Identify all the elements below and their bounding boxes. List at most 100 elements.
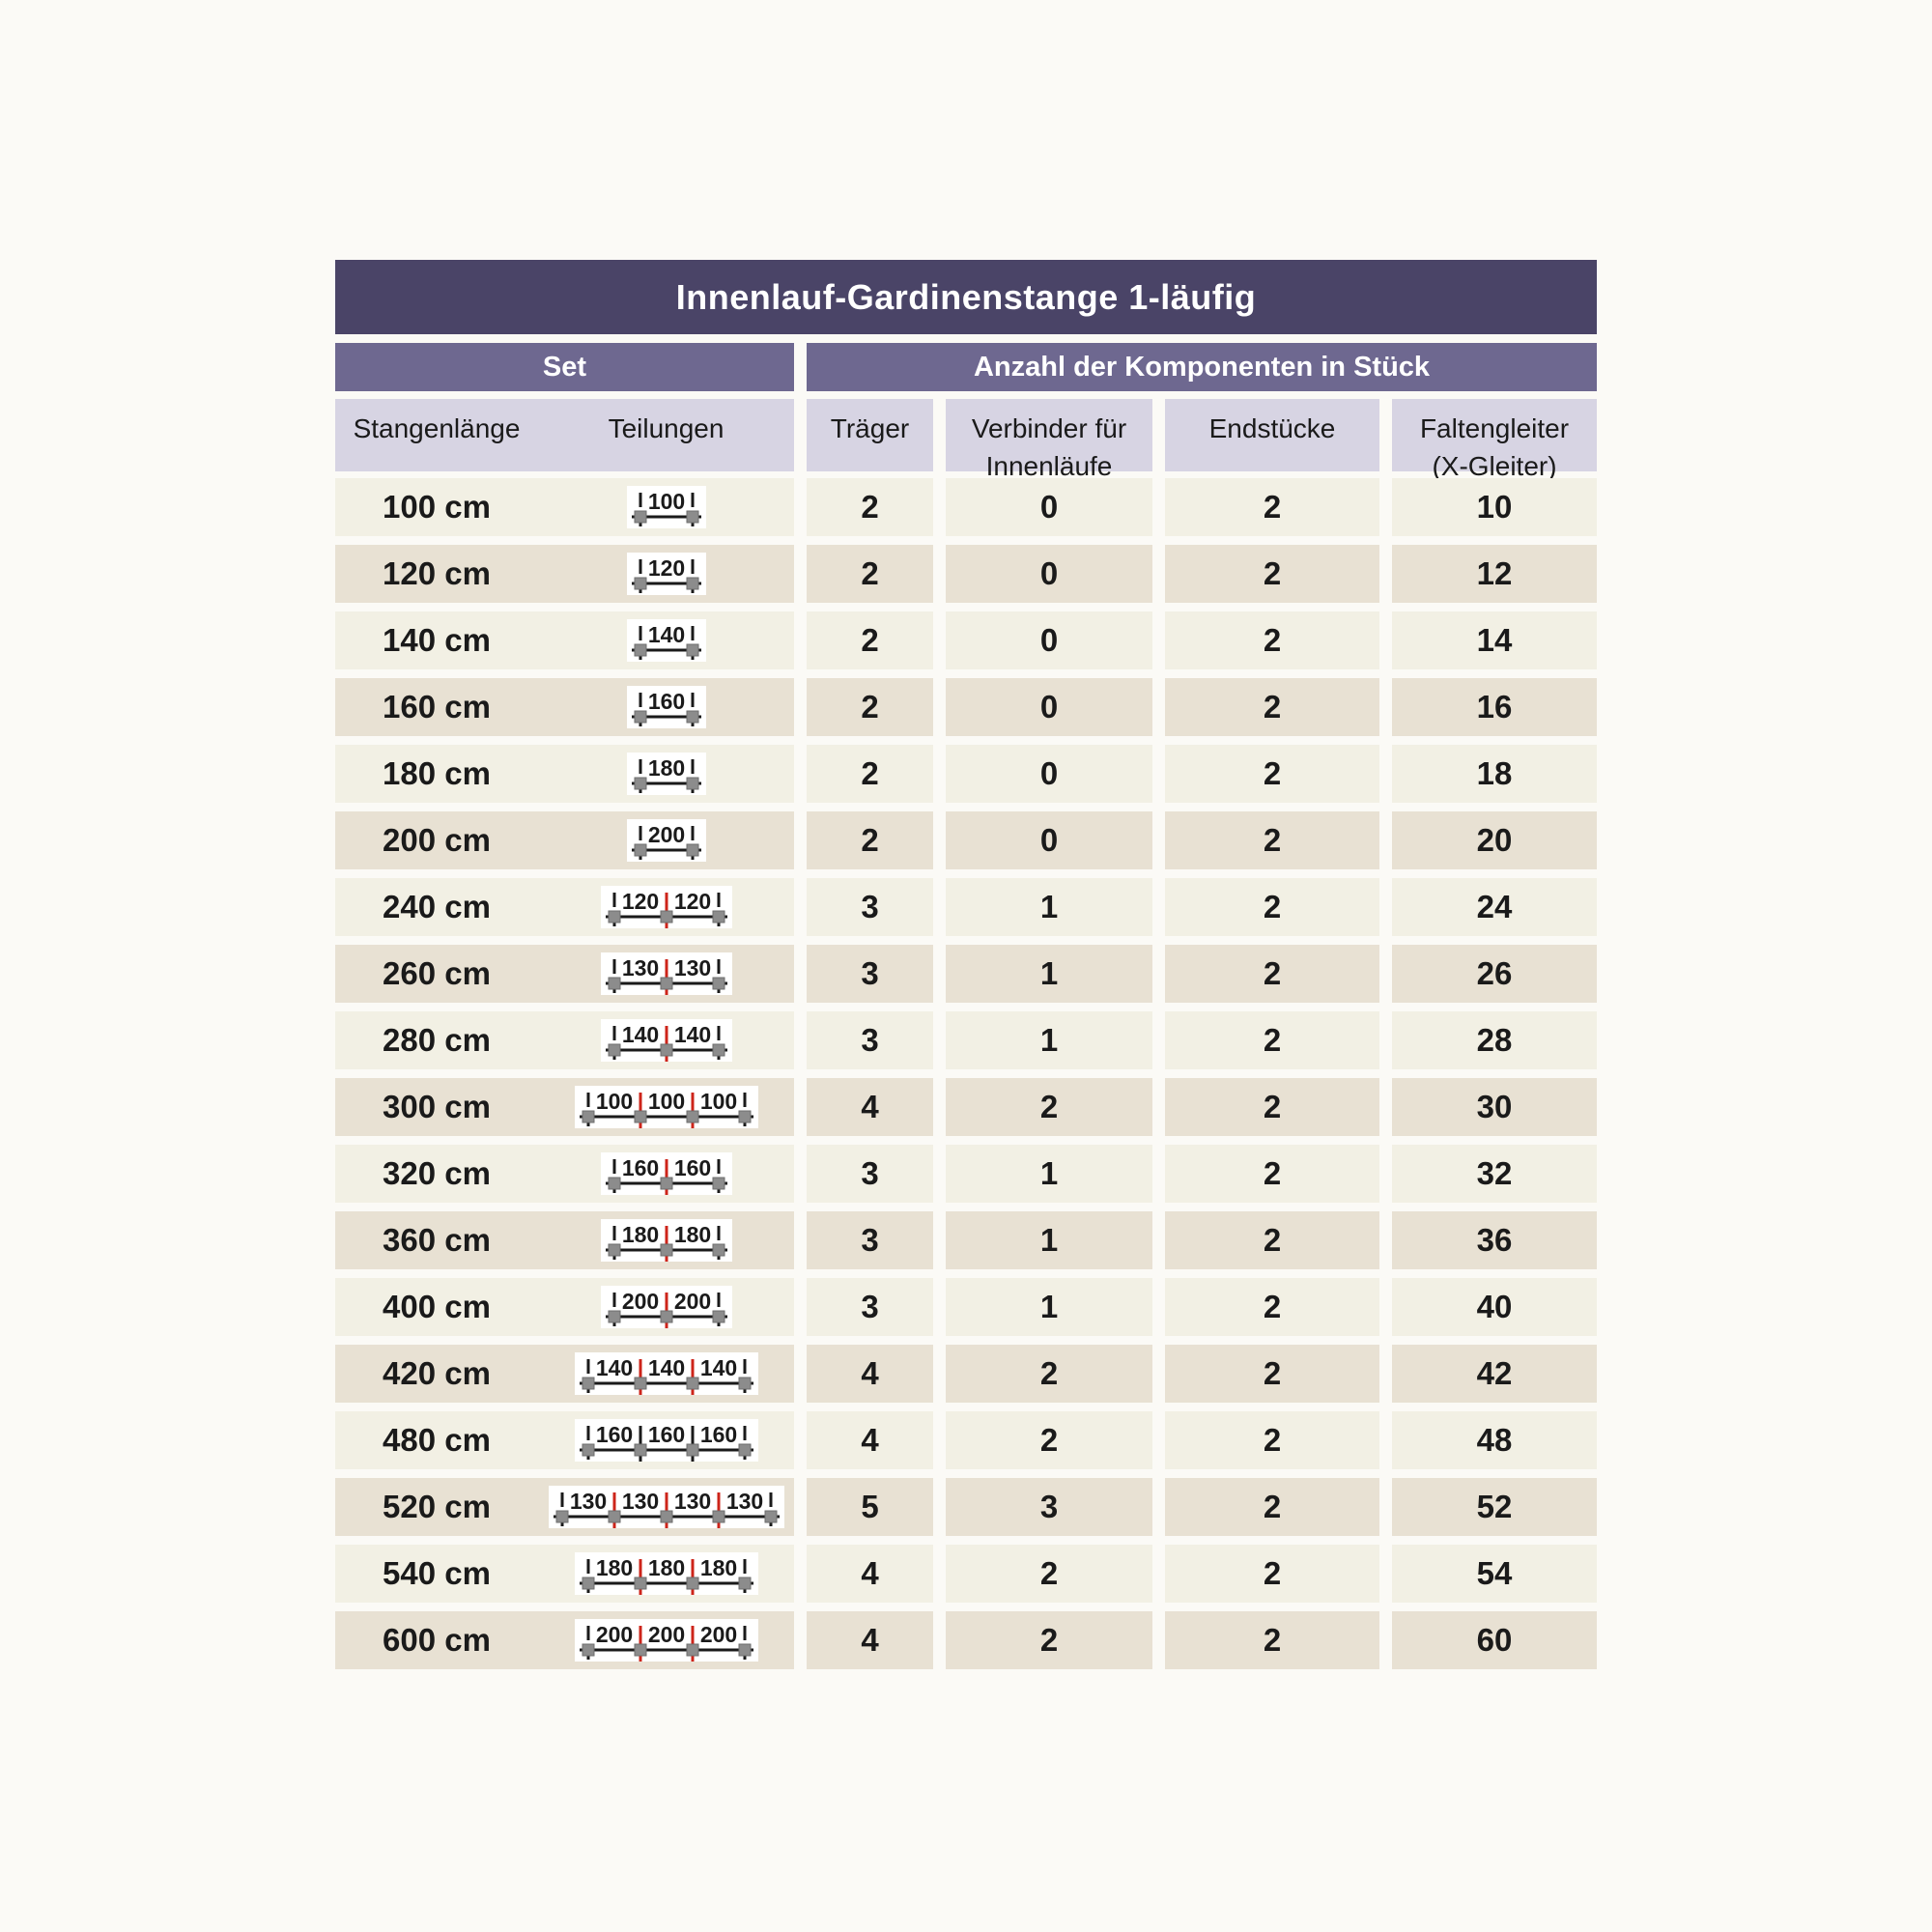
verbinder-count: 1 <box>946 1211 1152 1269</box>
svg-text:140: 140 <box>673 1022 710 1047</box>
svg-text:100: 100 <box>595 1089 632 1114</box>
rod-diagram-svg: 180 180 180 <box>574 1552 758 1595</box>
table-row: 280 cm 140 140 3 1 2 28 <box>335 1011 1597 1069</box>
set-cell: 180 cm 180 <box>335 745 794 803</box>
rod-diagram-svg: 140 <box>626 619 706 662</box>
traeger-count: 3 <box>807 1145 933 1203</box>
traeger-count: 3 <box>807 1211 933 1269</box>
rod-length-value: 240 cm <box>383 889 491 924</box>
faltengleiter-count: 14 <box>1392 611 1597 669</box>
traeger-count: 4 <box>807 1611 933 1669</box>
table-row: 360 cm 180 180 3 1 2 36 <box>335 1211 1597 1269</box>
set-cell: 240 cm 120 120 <box>335 878 794 936</box>
table-row: 480 cm 160 160 160 4 2 2 48 <box>335 1411 1597 1469</box>
rod-division-diagram: 160 160 <box>538 1152 794 1195</box>
rod-length-value: 480 cm <box>383 1422 491 1458</box>
endstuecke-count: 2 <box>1165 878 1379 936</box>
set-cell: 360 cm 180 180 <box>335 1211 794 1269</box>
traeger-count: 3 <box>807 878 933 936</box>
set-cell: 100 cm 100 <box>335 478 794 536</box>
svg-text:160: 160 <box>673 1155 710 1180</box>
faltengleiter-count: 10 <box>1392 478 1597 536</box>
column-header-verbinder: Verbinder für Innenläufe <box>946 399 1152 481</box>
rod-diagram-svg: 160 160 160 <box>574 1419 758 1462</box>
svg-text:180: 180 <box>673 1222 710 1247</box>
endstuecke-count: 2 <box>1165 1278 1379 1336</box>
set-cell: 320 cm 160 160 <box>335 1145 794 1203</box>
endstuecke-count: 2 <box>1165 745 1379 803</box>
faltengleiter-count: 28 <box>1392 1011 1597 1069</box>
endstuecke-count: 2 <box>1165 678 1379 736</box>
rod-division-diagram: 180 <box>538 753 794 795</box>
svg-text:180: 180 <box>647 755 684 781</box>
verbinder-count: 1 <box>946 1278 1152 1336</box>
verbinder-count: 2 <box>946 1545 1152 1603</box>
column-header-row: Stangenlänge Teilungen Träger Verbinder … <box>335 399 1597 481</box>
column-header-faltengleiter: Faltengleiter (X-Gleiter) <box>1392 399 1597 481</box>
rod-length-value: 280 cm <box>383 1022 491 1058</box>
svg-text:200: 200 <box>673 1289 710 1314</box>
table-row: 400 cm 200 200 3 1 2 40 <box>335 1278 1597 1336</box>
endstuecke-count: 2 <box>1165 1411 1379 1469</box>
verbinder-count: 0 <box>946 811 1152 869</box>
faltengleiter-count: 26 <box>1392 945 1597 1003</box>
svg-text:160: 160 <box>699 1422 736 1447</box>
verbinder-count: 0 <box>946 678 1152 736</box>
table-row: 520 cm 130 130 130 130 5 3 2 52 <box>335 1478 1597 1536</box>
traeger-count: 4 <box>807 1345 933 1403</box>
set-cell: 120 cm 120 <box>335 545 794 603</box>
traeger-count: 3 <box>807 1011 933 1069</box>
faltengleiter-count: 52 <box>1392 1478 1597 1536</box>
rod-length-value: 120 cm <box>383 555 491 591</box>
svg-text:180: 180 <box>595 1555 632 1580</box>
svg-text:100: 100 <box>647 489 684 514</box>
endstuecke-count: 2 <box>1165 1211 1379 1269</box>
rod-division-diagram: 100 100 100 <box>538 1086 794 1128</box>
table-title: Innenlauf-Gardinenstange 1-läufig <box>335 260 1597 334</box>
rod-division-diagram: 130 130 130 130 <box>538 1486 794 1528</box>
rod-diagram-svg: 120 <box>626 553 706 595</box>
traeger-count: 2 <box>807 678 933 736</box>
faltengleiter-count: 60 <box>1392 1611 1597 1669</box>
table-row: 120 cm 120 2 0 2 12 <box>335 545 1597 603</box>
verbinder-count: 1 <box>946 1011 1152 1069</box>
svg-text:200: 200 <box>647 1622 684 1647</box>
endstuecke-count: 2 <box>1165 611 1379 669</box>
svg-text:180: 180 <box>621 1222 658 1247</box>
rod-length-value: 140 cm <box>383 622 491 658</box>
set-cell: 300 cm 100 100 100 <box>335 1078 794 1136</box>
rod-diagram-svg: 200 200 <box>600 1286 732 1328</box>
rod-length-value: 360 cm <box>383 1222 491 1258</box>
svg-text:140: 140 <box>647 1355 684 1380</box>
rod-division-diagram: 100 <box>538 486 794 528</box>
table-rows: 100 cm 100 2 0 2 10 120 cm 120 2 0 2 12 140 cm 140 2 0 2… <box>335 478 1597 1669</box>
rod-diagram-svg: 200 200 200 <box>574 1619 758 1662</box>
svg-text:180: 180 <box>647 1555 684 1580</box>
verbinder-count: 2 <box>946 1345 1152 1403</box>
rod-length-value: 540 cm <box>383 1555 491 1591</box>
endstuecke-count: 2 <box>1165 945 1379 1003</box>
svg-text:160: 160 <box>621 1155 658 1180</box>
column-header-set-group: Stangenlänge Teilungen <box>335 399 794 471</box>
endstuecke-count: 2 <box>1165 1478 1379 1536</box>
set-cell: 280 cm 140 140 <box>335 1011 794 1069</box>
rod-diagram-svg: 140 140 140 <box>574 1352 758 1395</box>
rod-division-diagram: 120 <box>538 553 794 595</box>
svg-text:130: 130 <box>621 955 658 980</box>
traeger-count: 2 <box>807 478 933 536</box>
verbinder-count: 0 <box>946 545 1152 603</box>
endstuecke-count: 2 <box>1165 1145 1379 1203</box>
set-cell: 480 cm 160 160 160 <box>335 1411 794 1469</box>
endstuecke-count: 2 <box>1165 1078 1379 1136</box>
rod-diagram-svg: 160 160 <box>600 1152 732 1195</box>
faltengleiter-count: 24 <box>1392 878 1597 936</box>
svg-text:120: 120 <box>673 889 710 914</box>
traeger-count: 4 <box>807 1411 933 1469</box>
rod-division-diagram: 120 120 <box>538 886 794 928</box>
svg-text:140: 140 <box>647 622 684 647</box>
verbinder-count: 1 <box>946 878 1152 936</box>
set-cell: 600 cm 200 200 200 <box>335 1611 794 1669</box>
set-cell: 260 cm 130 130 <box>335 945 794 1003</box>
rod-division-diagram: 200 200 <box>538 1286 794 1328</box>
